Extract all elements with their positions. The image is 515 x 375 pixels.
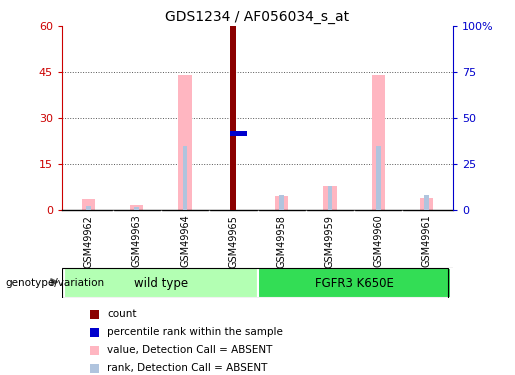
Bar <box>323 186 337 210</box>
Bar <box>424 195 429 210</box>
Text: GSM49965: GSM49965 <box>228 214 238 267</box>
Text: count: count <box>107 309 136 320</box>
Text: GSM49960: GSM49960 <box>373 214 383 267</box>
Bar <box>230 26 236 210</box>
Bar <box>81 199 95 210</box>
Title: GDS1234 / AF056034_s_at: GDS1234 / AF056034_s_at <box>165 10 350 24</box>
Text: GSM49961: GSM49961 <box>422 214 432 267</box>
Bar <box>183 146 187 210</box>
Text: percentile rank within the sample: percentile rank within the sample <box>107 327 283 338</box>
Bar <box>258 268 451 298</box>
Text: rank, Detection Call = ABSENT: rank, Detection Call = ABSENT <box>107 363 267 374</box>
Bar <box>64 268 258 298</box>
Bar <box>328 186 332 210</box>
Bar <box>371 75 385 210</box>
Bar <box>230 131 247 136</box>
Bar <box>376 146 381 210</box>
Text: GSM49962: GSM49962 <box>83 214 93 267</box>
Bar <box>420 198 434 210</box>
Bar <box>279 195 284 210</box>
Bar <box>86 206 91 210</box>
Text: GSM49963: GSM49963 <box>132 214 142 267</box>
Bar <box>178 75 192 210</box>
Bar <box>275 196 288 210</box>
Text: GSM49964: GSM49964 <box>180 214 190 267</box>
Text: wild type: wild type <box>134 277 188 290</box>
Text: FGFR3 K650E: FGFR3 K650E <box>315 277 393 290</box>
Text: genotype/variation: genotype/variation <box>5 278 104 288</box>
Text: GSM49959: GSM49959 <box>325 214 335 267</box>
Bar <box>134 207 139 210</box>
Bar <box>130 206 144 210</box>
Text: GSM49958: GSM49958 <box>277 214 287 267</box>
Text: value, Detection Call = ABSENT: value, Detection Call = ABSENT <box>107 345 272 355</box>
